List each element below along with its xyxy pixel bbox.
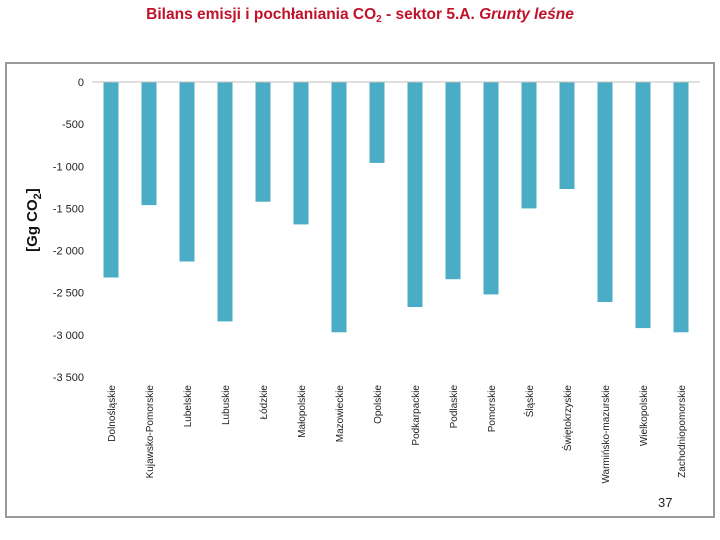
y-tick-label: -500 [62, 119, 84, 131]
y-axis-title: [Gg CO2] [24, 188, 44, 252]
bar-16 [673, 82, 689, 333]
x-tick-label: Lubuskie [221, 385, 232, 425]
chart-frame [5, 62, 715, 518]
y-tick-label: -3 000 [53, 330, 84, 342]
y-tick-label: -1 500 [53, 203, 84, 215]
y-tick-label: -2 500 [53, 288, 84, 300]
x-tick-label: Łódzkie [259, 385, 270, 420]
bar-7 [331, 82, 347, 333]
y-tick-label: -3 500 [53, 372, 84, 384]
x-tick-label: Wielkopolskie [639, 385, 650, 447]
x-tick-label: Podkarpackie [411, 385, 422, 446]
x-tick-label: Małopolskie [297, 385, 308, 438]
bar-15 [635, 82, 651, 329]
y-tick-label: 0 [78, 77, 84, 89]
x-tick-label: Pomorskie [487, 385, 498, 433]
bar-4 [217, 82, 233, 322]
bar-11 [483, 82, 499, 295]
bar-10 [445, 82, 461, 280]
bar-12 [521, 82, 537, 209]
y-axis-label: [Gg CO2] [24, 188, 44, 252]
y-tick-label: -1 000 [53, 161, 84, 173]
bar-2 [141, 82, 157, 206]
bar-6 [293, 82, 309, 225]
bar-14 [597, 82, 613, 302]
bar-13 [559, 82, 575, 189]
x-tick-label: Śląskie [523, 385, 536, 418]
bar-3 [179, 82, 195, 262]
x-tick-label: Mazowieckie [335, 385, 346, 443]
y-tick-label: -2 000 [53, 246, 84, 258]
slide-title: Bilans emisji i pochłaniania CO2 - sekto… [146, 6, 574, 25]
x-tick-label: Warmińsko-mazurskie [601, 385, 612, 484]
x-tick-label: Świętokrzyskie [561, 385, 574, 452]
bar-8 [369, 82, 385, 163]
x-tick-label: Podlaskie [449, 385, 460, 429]
x-tick-label: Kujawsko-Pomorskie [145, 385, 156, 479]
bar-5 [255, 82, 271, 202]
x-tick-label: Lubelskie [183, 385, 194, 428]
bar-9 [407, 82, 423, 307]
x-tick-label: Zachodniopomorskie [677, 385, 688, 478]
x-tick-label: Dolnośląskie [107, 385, 118, 442]
page-number: 37 [658, 495, 673, 510]
bar-1 [103, 82, 119, 278]
x-tick-label: Opolskie [373, 385, 384, 424]
